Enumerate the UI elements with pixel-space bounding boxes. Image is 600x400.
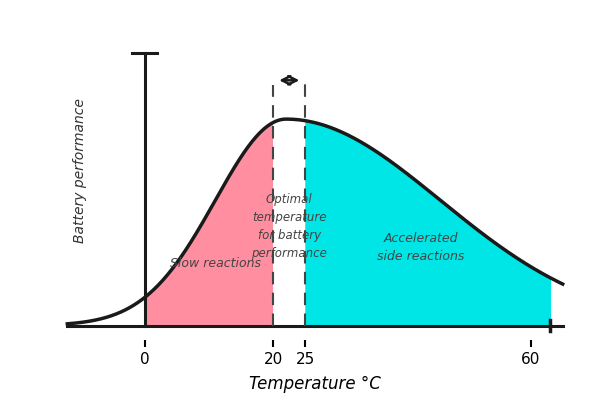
Text: Accelerated
side reactions: Accelerated side reactions <box>377 232 465 262</box>
Text: Slow reactions: Slow reactions <box>170 257 261 270</box>
Text: Optimal
temperature
for battery
performance: Optimal temperature for battery performa… <box>251 193 327 260</box>
Text: Battery performance: Battery performance <box>73 98 87 243</box>
X-axis label: Temperature °C: Temperature °C <box>249 375 381 393</box>
